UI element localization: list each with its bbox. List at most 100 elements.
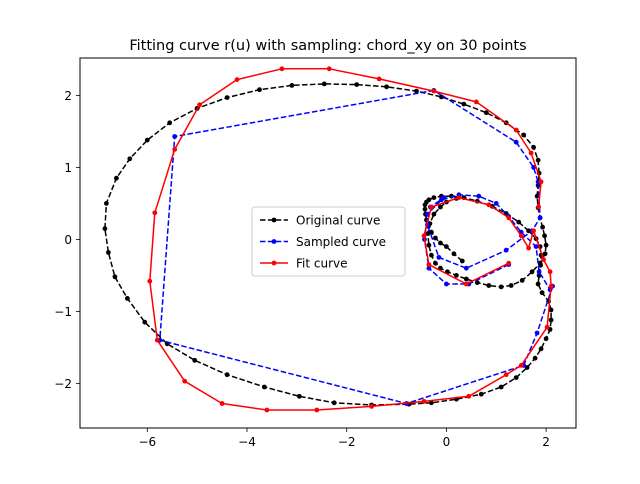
- fit-point: [531, 228, 536, 234]
- original-point: [463, 276, 469, 282]
- fit-point: [548, 283, 554, 289]
- original-point: [535, 281, 541, 287]
- original-point: [548, 307, 554, 313]
- original-point: [498, 384, 504, 390]
- original-point: [454, 273, 459, 278]
- fit-point: [456, 195, 462, 201]
- original-point: [513, 375, 519, 380]
- sampled-point: [493, 201, 499, 206]
- original-point: [426, 197, 432, 203]
- y-tick-label: 2: [64, 89, 72, 103]
- fit-point: [544, 324, 550, 330]
- fit-point: [506, 260, 512, 266]
- original-point: [112, 274, 118, 280]
- legend-box: [251, 206, 406, 277]
- legend: Original curve Sampled curve Fit curve: [251, 206, 406, 277]
- original-point: [296, 393, 302, 399]
- sampled-point: [513, 139, 519, 145]
- original-point: [144, 137, 150, 143]
- sampled-point: [531, 165, 536, 170]
- original-point: [483, 110, 489, 116]
- sampled-point: [537, 215, 543, 221]
- legend-fit-marker: [271, 260, 277, 266]
- legend-original-label: Original curve: [296, 214, 380, 228]
- original-point: [474, 280, 480, 285]
- fit-point: [147, 278, 153, 284]
- original-point: [537, 260, 543, 266]
- sampled-point: [476, 193, 482, 199]
- original-point: [433, 235, 438, 241]
- original-point: [498, 284, 504, 290]
- sampled-point: [503, 247, 509, 253]
- plot-area: [102, 66, 555, 413]
- legend-sampled-label: Sampled curve: [296, 235, 386, 249]
- original-point: [104, 201, 109, 206]
- original-point: [224, 95, 230, 100]
- original-point: [540, 224, 545, 230]
- fit-point: [486, 202, 492, 208]
- original-point: [535, 157, 541, 163]
- fit-point: [314, 407, 320, 413]
- original-point: [531, 144, 536, 150]
- fit-point: [154, 337, 160, 343]
- original-point: [542, 233, 547, 239]
- original-point: [429, 400, 434, 406]
- fit-point: [219, 401, 225, 406]
- original-point: [106, 250, 111, 255]
- x-tick-label: −6: [138, 435, 156, 449]
- sampled-point: [172, 134, 178, 139]
- original-point: [426, 242, 432, 248]
- fit-point: [466, 393, 472, 399]
- original-point: [438, 204, 443, 210]
- fit-point: [421, 399, 427, 404]
- original-point: [516, 219, 522, 225]
- original-point: [422, 206, 428, 212]
- original-point: [125, 296, 130, 301]
- legend-original-marker: [271, 217, 277, 223]
- fit-point: [518, 363, 524, 368]
- fit-point: [526, 245, 531, 251]
- original-point: [548, 317, 554, 323]
- fit-point: [506, 215, 512, 221]
- x-tick-label: −2: [338, 435, 356, 449]
- sampled-point: [463, 265, 469, 271]
- fit-point: [473, 99, 479, 105]
- axes-ticks: −6 −4 −2 0 2 −2 −1 0 1 2: [54, 89, 550, 449]
- sampled-point: [426, 265, 432, 271]
- original-point: [262, 384, 267, 390]
- original-point: [519, 278, 525, 283]
- original-point: [224, 372, 230, 378]
- original-point: [102, 226, 108, 232]
- original-point: [521, 132, 527, 138]
- original-point: [538, 346, 544, 352]
- fit-point: [503, 372, 509, 378]
- original-point: [543, 242, 549, 248]
- legend-sampled-marker: [271, 239, 277, 244]
- fit-point: [279, 66, 285, 72]
- legend-fit-label: Fit curve: [296, 257, 348, 271]
- fit-point: [369, 404, 374, 409]
- original-point: [321, 81, 327, 87]
- original-point: [529, 269, 535, 275]
- original-point: [354, 82, 360, 87]
- original-point: [431, 211, 437, 217]
- original-point: [433, 260, 438, 266]
- fit-point: [547, 269, 553, 275]
- fit-point: [421, 233, 427, 239]
- fit-point: [431, 88, 437, 94]
- original-point: [414, 88, 419, 94]
- original-point: [461, 101, 467, 107]
- original-point: [142, 319, 148, 325]
- fit-point: [152, 210, 158, 216]
- fit-point: [172, 147, 178, 152]
- original-point: [429, 252, 434, 258]
- fit-point: [376, 76, 382, 82]
- fit-point: [264, 407, 270, 413]
- fit-point: [426, 262, 432, 267]
- y-tick-label: −2: [54, 377, 72, 391]
- original-point: [439, 94, 444, 100]
- fit-point: [234, 77, 240, 82]
- original-point: [486, 283, 492, 288]
- x-tick-label: 0: [443, 435, 451, 449]
